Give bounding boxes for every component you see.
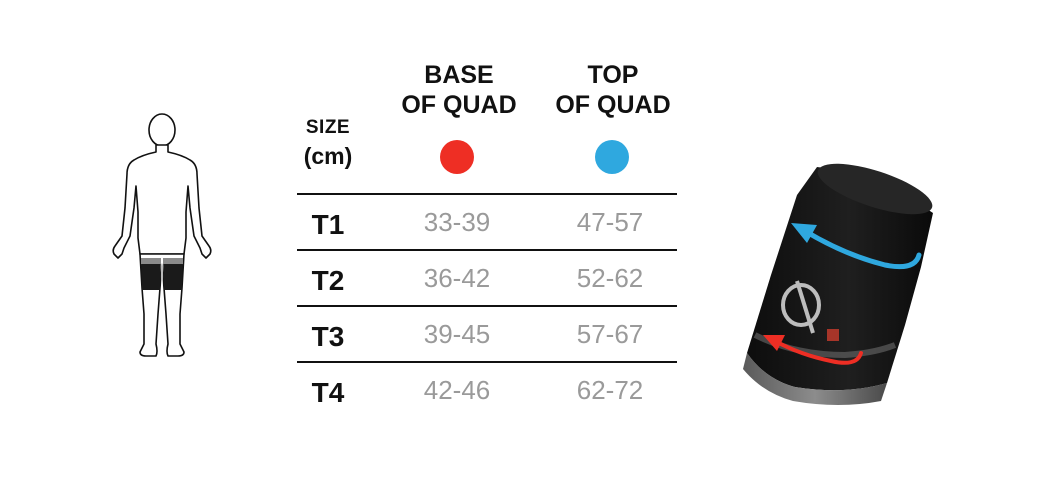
base-header-line2: OF QUAD xyxy=(401,91,517,119)
size-table: T1 33-39 47-57 T2 36-42 52-62 T3 39-45 5… xyxy=(297,193,677,417)
body-outline-figure xyxy=(100,108,225,358)
table-row: T1 33-39 47-57 xyxy=(297,193,677,249)
top-of-quad-value: 57-67 xyxy=(576,319,644,349)
top-of-quad-header: TOP OF QUAD xyxy=(528,60,698,120)
quad-sleeve-product-image xyxy=(735,155,945,410)
size-header-label: SIZE xyxy=(305,117,351,138)
red-arrow-icon xyxy=(773,339,863,365)
size-column-header: SIZE (cm) xyxy=(288,116,368,172)
base-of-quad-value: 36-42 xyxy=(423,263,491,293)
body-outline-icon xyxy=(112,113,212,357)
base-of-quad-value: 39-45 xyxy=(423,319,491,349)
red-dot-icon xyxy=(440,140,474,174)
blue-arrow-icon xyxy=(802,228,922,270)
base-of-quad-value: 33-39 xyxy=(423,207,491,237)
size-cell: T1 xyxy=(311,209,345,240)
table-row: T2 36-42 52-62 xyxy=(297,249,677,305)
size-cell: T2 xyxy=(311,265,345,296)
top-of-quad-value: 47-57 xyxy=(576,207,644,237)
base-header-line1: BASE xyxy=(424,61,494,89)
size-header-unit: (cm) xyxy=(303,143,353,169)
top-of-quad-value: 52-62 xyxy=(576,263,644,293)
top-header-line1: TOP xyxy=(587,61,639,89)
base-of-quad-value: 42-46 xyxy=(423,375,491,405)
table-row: T4 42-46 62-72 xyxy=(297,361,677,417)
top-of-quad-value: 62-72 xyxy=(576,375,644,405)
table-row: T3 39-45 57-67 xyxy=(297,305,677,361)
size-cell: T4 xyxy=(311,377,345,408)
blue-dot-icon xyxy=(595,140,629,174)
top-header-line2: OF QUAD xyxy=(555,91,671,119)
size-cell: T3 xyxy=(311,321,345,352)
base-of-quad-header: BASE OF QUAD xyxy=(374,60,544,120)
quad-sleeve-icon xyxy=(743,163,933,405)
